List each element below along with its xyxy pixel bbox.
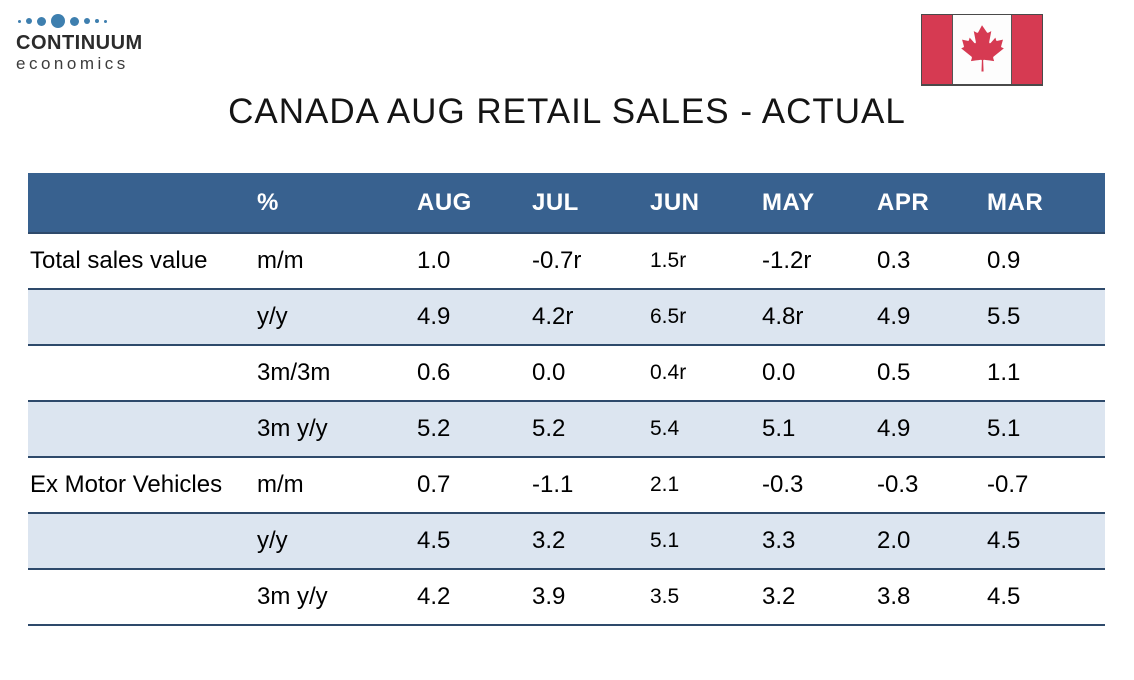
page-title: CANADA AUG RETAIL SALES - ACTUAL — [228, 92, 906, 131]
value-mar: 1.1 — [985, 344, 1105, 401]
logo-subtitle: economics — [16, 54, 129, 73]
value-apr: 0.3 — [875, 232, 985, 289]
value-jun: 6.5r — [648, 288, 760, 345]
value-jun: 1.5r — [648, 232, 760, 289]
value-mar: 4.5 — [985, 568, 1105, 626]
table-row: Ex Motor Vehicles m/m 0.7 -1.1 2.1 -0.3 -0.3 -0… — [28, 456, 1105, 513]
row-label — [28, 568, 255, 626]
value-may: -1.2r — [760, 232, 875, 289]
metric-label: 3m/3m — [255, 344, 415, 401]
canada-flag-icon — [921, 14, 1043, 86]
metric-label: 3m y/y — [255, 400, 415, 457]
row-label — [28, 344, 255, 401]
value-jul: 3.9 — [530, 568, 648, 626]
row-label: Total sales value — [28, 232, 255, 289]
retail-sales-table: % AUG JUL JUN MAY APR MAR Total sales value m/m… — [28, 173, 1105, 626]
table-header-row: % AUG JUL JUN MAY APR MAR — [28, 173, 1105, 233]
value-aug: 4.9 — [415, 288, 530, 345]
value-may: 4.8r — [760, 288, 875, 345]
value-aug: 0.6 — [415, 344, 530, 401]
continuum-economics-logo: CONTINUUM economics — [16, 12, 143, 74]
table-row: y/y 4.9 4.2r 6.5r 4.8r 4.9 5.5 — [28, 288, 1105, 345]
flag-white-band — [952, 15, 1012, 84]
value-jul: 4.2r — [530, 288, 648, 345]
value-jun: 0.4r — [648, 344, 760, 401]
value-may: -0.3 — [760, 456, 875, 513]
value-apr: 4.9 — [875, 288, 985, 345]
table-row: 3m/3m 0.6 0.0 0.4r 0.0 0.5 1.1 — [28, 344, 1105, 401]
value-jul: -0.7r — [530, 232, 648, 289]
table-row: 3m y/y 4.2 3.9 3.5 3.2 3.8 4.5 — [28, 568, 1105, 626]
column-header-jul: JUL — [530, 173, 648, 233]
logo-dots-icon — [18, 12, 143, 30]
column-header-mar: MAR — [985, 173, 1105, 233]
row-label: Ex Motor Vehicles — [28, 456, 255, 513]
logo-wordmark: CONTINUUM — [16, 32, 143, 54]
value-jul: -1.1 — [530, 456, 648, 513]
row-label — [28, 400, 255, 457]
value-jun: 5.4 — [648, 400, 760, 457]
value-may: 5.1 — [760, 400, 875, 457]
value-jul: 3.2 — [530, 512, 648, 569]
metric-label: m/m — [255, 456, 415, 513]
maple-leaf-icon — [961, 24, 1004, 72]
value-mar: -0.7 — [985, 456, 1105, 513]
value-mar: 5.1 — [985, 400, 1105, 457]
value-apr: -0.3 — [875, 456, 985, 513]
value-jul: 0.0 — [530, 344, 648, 401]
metric-label: y/y — [255, 288, 415, 345]
column-header-apr: APR — [875, 173, 985, 233]
column-header--: % — [255, 173, 415, 233]
value-may: 3.3 — [760, 512, 875, 569]
value-apr: 4.9 — [875, 400, 985, 457]
table-row: Total sales value m/m 1.0 -0.7r 1.5r -1.2r 0.3… — [28, 232, 1105, 289]
value-may: 0.0 — [760, 344, 875, 401]
value-mar: 0.9 — [985, 232, 1105, 289]
value-apr: 2.0 — [875, 512, 985, 569]
value-aug: 5.2 — [415, 400, 530, 457]
table-row: y/y 4.5 3.2 5.1 3.3 2.0 4.5 — [28, 512, 1105, 569]
table-body: Total sales value m/m 1.0 -0.7r 1.5r -1.2r 0.3… — [28, 232, 1105, 626]
value-aug: 4.5 — [415, 512, 530, 569]
value-aug: 4.2 — [415, 568, 530, 626]
flag-red-band-right — [1012, 15, 1042, 84]
value-mar: 4.5 — [985, 512, 1105, 569]
metric-label: m/m — [255, 232, 415, 289]
value-aug: 0.7 — [415, 456, 530, 513]
column-header-jun: JUN — [648, 173, 760, 233]
column-header-rowlabel — [28, 173, 255, 233]
row-label — [28, 288, 255, 345]
value-mar: 5.5 — [985, 288, 1105, 345]
column-header-aug: AUG — [415, 173, 530, 233]
row-label — [28, 512, 255, 569]
value-jun: 2.1 — [648, 456, 760, 513]
value-apr: 3.8 — [875, 568, 985, 626]
value-apr: 0.5 — [875, 344, 985, 401]
table-row: 3m y/y 5.2 5.2 5.4 5.1 4.9 5.1 — [28, 400, 1105, 457]
metric-label: 3m y/y — [255, 568, 415, 626]
value-jun: 5.1 — [648, 512, 760, 569]
value-may: 3.2 — [760, 568, 875, 626]
flag-red-band-left — [922, 15, 952, 84]
value-jun: 3.5 — [648, 568, 760, 626]
value-aug: 1.0 — [415, 232, 530, 289]
metric-label: y/y — [255, 512, 415, 569]
value-jul: 5.2 — [530, 400, 648, 457]
column-header-may: MAY — [760, 173, 875, 233]
